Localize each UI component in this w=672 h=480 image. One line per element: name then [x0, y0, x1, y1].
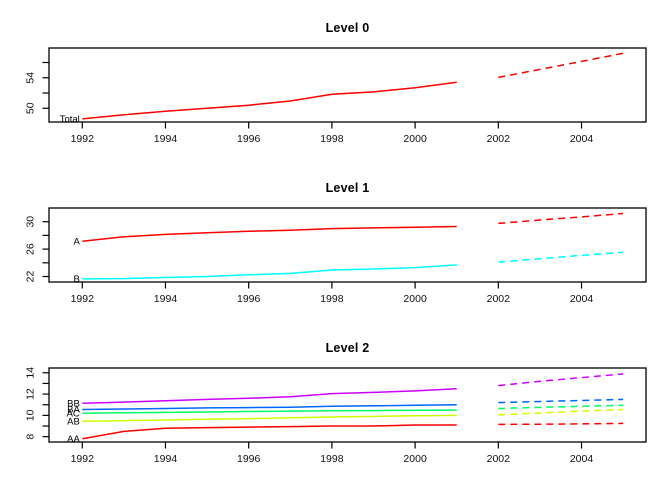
x-axis-tick-label: 1994	[154, 293, 178, 305]
series-line-AA-history	[82, 424, 457, 440]
y-axis-tick-label: 10	[25, 409, 37, 421]
series-line-BB-history	[82, 388, 457, 405]
series-line-BA-history	[82, 403, 457, 411]
y-axis-tick-label: 12	[25, 388, 37, 400]
series-line-AC-forecast	[498, 404, 624, 410]
x-axis-tick-label: 1998	[320, 453, 344, 465]
series-label-AB: AB	[67, 416, 80, 427]
x-axis-tick-label: 2000	[403, 293, 427, 305]
series-line-AB-history	[82, 414, 457, 422]
series-label-AC: AC	[67, 409, 80, 420]
series-label-A: A	[73, 236, 80, 247]
x-axis-tick-label: 2002	[487, 133, 511, 145]
x-axis-tick-label: 1998	[320, 133, 344, 145]
y-axis-tick-label: 54	[25, 72, 37, 84]
x-axis-tick-label: 1998	[320, 293, 344, 305]
x-axis-tick-label: 2004	[570, 133, 594, 145]
panel-level-2: 1992 1994 1996 1998 2000 2002 2004 8 10 12 14 AA AB A…	[0, 320, 672, 480]
y-axis-tick-label: 30	[25, 216, 37, 228]
series-line-Total-forecast	[498, 52, 624, 79]
x-axis-tick-label: 1994	[154, 133, 178, 145]
series-label-Total: Total	[60, 114, 80, 125]
series-line-AC-history	[82, 409, 457, 415]
y-axis-tick-label: 8	[25, 434, 37, 440]
series-line-BA-forecast	[498, 398, 624, 404]
series-line-A-forecast	[498, 212, 624, 225]
series-label-B: B	[73, 274, 79, 285]
x-axis-tick-label: 1992	[71, 133, 95, 145]
x-axis-tick-label: 2000	[403, 453, 427, 465]
x-axis-tick-label: 2002	[487, 453, 511, 465]
x-axis-tick-label: 1996	[237, 453, 261, 465]
series-line-B-history	[82, 264, 457, 280]
series-line-B-forecast	[498, 251, 624, 263]
x-axis-tick-label: 1996	[237, 293, 261, 305]
panel-level-0: 1992 1994 1996 1998 2000 2002 2004 50 54 Total Le…	[0, 0, 672, 160]
y-axis-tick-label: 50	[25, 102, 37, 114]
level-1-title: Level 1	[325, 181, 370, 195]
series-line-A-history	[82, 225, 457, 242]
level-2-chart: 1992 1994 1996 1998 2000 2002 2004 8 10 12 14 AA ABA…	[25, 367, 647, 465]
plot-border	[48, 47, 647, 123]
level-2-title: Level 2	[325, 341, 370, 355]
series-line-AA-forecast	[498, 422, 624, 426]
x-axis-tick-label: 1994	[154, 453, 178, 465]
series-line-Total-history	[82, 81, 457, 120]
plot-border	[48, 367, 647, 443]
y-axis-tick-label: 14	[25, 367, 37, 379]
x-axis-tick-label: 1992	[71, 293, 95, 305]
y-axis-tick-label: 26	[25, 243, 37, 255]
series-label-BB: BB	[67, 399, 80, 410]
series-label-AA: AA	[67, 434, 80, 445]
x-axis-tick-label: 2004	[570, 293, 594, 305]
x-axis-tick-label: 2000	[403, 133, 427, 145]
level-1-chart: 1992 1994 1996 1998 2000 2002 2004 22 26 30 A B	[25, 207, 647, 305]
series-label-BA: BA	[67, 405, 80, 416]
x-axis-tick-label: 1992	[71, 453, 95, 465]
x-axis-tick-label: 1996	[237, 133, 261, 145]
x-axis-tick-label: 2002	[487, 293, 511, 305]
x-axis-tick-label: 2004	[570, 453, 594, 465]
plot-border	[48, 207, 647, 283]
level-0-chart: 1992 1994 1996 1998 2000 2002 2004 50 54 Total	[25, 47, 647, 145]
panel-level-1: 1992 1994 1996 1998 2000 2002 2004 22 26 30 A B Lev…	[0, 160, 672, 320]
y-axis-tick-label: 22	[25, 271, 37, 283]
series-line-AB-forecast	[498, 408, 624, 416]
level-0-title: Level 0	[325, 21, 370, 35]
series-line-BB-forecast	[498, 373, 624, 387]
